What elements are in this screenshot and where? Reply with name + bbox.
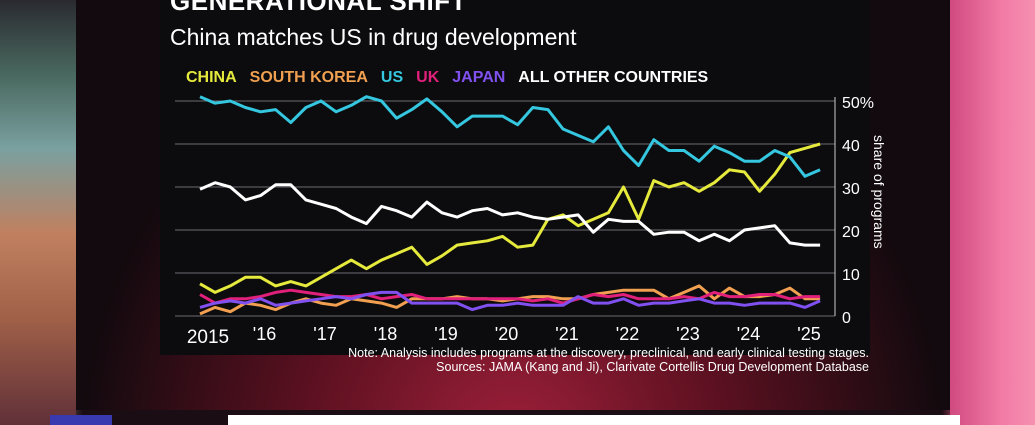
y-tick-label: 0	[842, 310, 851, 327]
x-tick-label: '25	[797, 324, 820, 344]
x-tick-label: '20	[495, 324, 518, 344]
y-axis-label: share of programs	[871, 135, 887, 249]
x-tick-label: '22	[616, 324, 639, 344]
x-tick-label: '18	[374, 324, 397, 344]
chart-footnote: Note: Analysis includes programs at the …	[348, 346, 869, 374]
background-pink-panel	[950, 0, 1035, 425]
x-tick-label: '21	[555, 324, 578, 344]
ticker-bar	[228, 415, 960, 425]
legend-item: UK	[416, 69, 440, 86]
legend-item: CHINA	[186, 69, 237, 86]
series-line-china	[199, 142, 821, 294]
legend-item: US	[380, 69, 404, 86]
chart-title: GENERATIONAL SHIFT	[170, 0, 467, 16]
legend-item: ALL OTHER COUNTRIES	[518, 69, 709, 86]
series-line-us	[199, 95, 821, 178]
y-tick-label: 40	[842, 138, 860, 155]
background-city-image	[0, 0, 76, 425]
x-tick-label: '19	[434, 324, 457, 344]
y-tick-label: 20	[842, 224, 860, 241]
x-tick-label: 2015	[187, 327, 229, 348]
y-tick-label: 30	[842, 181, 860, 198]
chart-subtitle: China matches US in drug development	[170, 24, 577, 50]
series-line-uk	[199, 288, 821, 305]
ticker-logo-box	[50, 415, 112, 425]
sources-text: Sources: JAMA (Kang and Ji), Clarivate C…	[436, 360, 869, 374]
legend: CHINA SOUTH KOREA US UK JAPAN ALL OTHER COUNT…	[186, 69, 708, 87]
y-tick-label: 50%	[842, 95, 874, 112]
x-tick-label: '24	[737, 324, 760, 344]
legend-item: SOUTH KOREA	[249, 69, 368, 86]
note-text: Note: Analysis includes programs at the …	[348, 346, 869, 360]
x-tick-label: '17	[313, 324, 336, 344]
series-line-all-other-countries	[199, 181, 821, 247]
x-tick-label: '23	[676, 324, 699, 344]
x-tick-label: '16	[253, 324, 276, 344]
series-line-japan	[199, 290, 821, 312]
legend-item: JAPAN	[452, 69, 506, 86]
y-tick-label: 10	[842, 267, 860, 284]
